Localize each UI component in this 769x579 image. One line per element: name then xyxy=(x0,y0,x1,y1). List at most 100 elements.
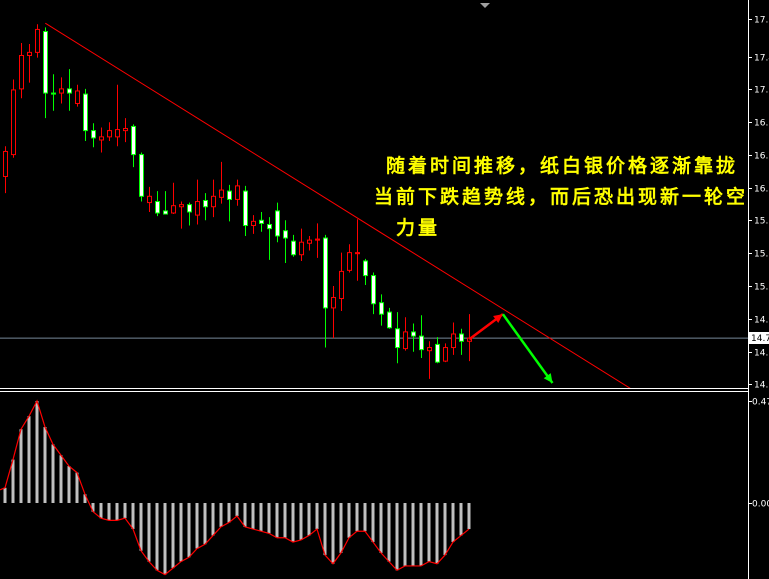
candle xyxy=(171,182,176,215)
current-price-box xyxy=(749,332,769,344)
histogram-bar xyxy=(67,466,71,503)
histogram-bar xyxy=(435,503,439,564)
histogram-bar xyxy=(235,503,239,517)
candle-body xyxy=(51,92,56,95)
candle xyxy=(211,179,216,218)
candle-body xyxy=(307,239,312,244)
histogram-bar xyxy=(371,503,375,543)
candle-body xyxy=(3,150,8,177)
candle xyxy=(371,272,376,315)
price-tick-label: 14.6 xyxy=(754,349,769,359)
candle-body xyxy=(187,204,192,213)
price-tick-label: 17.7 xyxy=(754,16,769,26)
candle xyxy=(443,343,448,363)
price-tick-label: 15.8 xyxy=(754,217,769,227)
candle-body xyxy=(291,240,296,256)
histogram-bar xyxy=(427,503,431,562)
histogram-bar xyxy=(387,503,391,562)
histogram-bar xyxy=(59,455,63,503)
candle xyxy=(11,79,16,158)
price-tick-label: 16.2 xyxy=(754,185,769,195)
candle-body xyxy=(347,252,352,271)
histogram-bar xyxy=(259,503,263,532)
histogram-bar xyxy=(331,503,335,564)
histogram-bar xyxy=(107,503,111,521)
price-tick-label: 17.1 xyxy=(754,86,769,96)
candle xyxy=(411,323,416,352)
candle-body xyxy=(299,241,304,256)
histogram-bar xyxy=(155,503,159,571)
histogram-bar xyxy=(163,503,167,575)
candle-body xyxy=(99,136,104,141)
candle-body xyxy=(123,128,128,132)
candle-body xyxy=(275,210,280,237)
candle xyxy=(147,186,152,212)
candle xyxy=(259,211,264,232)
candle-body xyxy=(355,252,360,255)
histogram-bar xyxy=(459,503,463,536)
histogram-bar xyxy=(363,503,367,532)
candle xyxy=(107,122,112,142)
candle-body xyxy=(411,331,416,337)
histogram-bar xyxy=(83,494,87,503)
chart-shift-marker-icon xyxy=(480,3,490,8)
histogram-bar xyxy=(43,427,47,503)
indicator-panel xyxy=(0,399,471,576)
candle-body xyxy=(67,88,72,94)
histogram-bar xyxy=(147,503,151,562)
histogram-bar xyxy=(11,459,15,503)
histogram-bar xyxy=(123,503,127,519)
candle xyxy=(219,161,224,204)
candle-body xyxy=(267,223,272,230)
histogram-bar xyxy=(51,444,55,503)
candle xyxy=(419,315,424,358)
candle-body xyxy=(363,260,368,277)
candle xyxy=(139,152,144,202)
candle xyxy=(195,179,200,225)
histogram-bar xyxy=(27,416,31,503)
histogram-bar xyxy=(355,503,359,532)
candle xyxy=(395,312,400,364)
candle-body xyxy=(379,302,384,315)
candle-body xyxy=(147,195,152,204)
candle-body xyxy=(83,93,88,132)
candle xyxy=(3,146,8,194)
candle xyxy=(179,201,184,229)
histogram-bar xyxy=(467,503,471,530)
histogram-bar xyxy=(299,503,303,540)
histogram-bar xyxy=(35,401,39,503)
price-tick-label: 15.2 xyxy=(754,283,769,293)
annotation-clip: 随着时间推移，纸白银价格逐渐靠拢 当前下跌趋势线，而后恐出现新一轮空头 力量 xyxy=(374,155,748,239)
indicator-tick-label: 0.47 xyxy=(752,398,769,408)
candle xyxy=(131,124,136,168)
candle xyxy=(323,234,328,348)
histogram-bar xyxy=(3,487,7,503)
candle xyxy=(59,77,64,104)
histogram-bar xyxy=(267,503,271,534)
candle-body xyxy=(163,210,168,215)
green-down-arrow xyxy=(501,313,554,384)
candle-body xyxy=(419,335,424,351)
price-tick-label: 16.5 xyxy=(754,152,769,162)
candle xyxy=(43,27,48,119)
candle-body xyxy=(251,220,256,227)
histogram-bar xyxy=(139,503,143,551)
candle-body xyxy=(219,189,224,198)
candle xyxy=(427,341,432,379)
candle xyxy=(459,328,464,355)
candle xyxy=(163,191,168,215)
candle xyxy=(299,228,304,261)
candle xyxy=(435,337,440,364)
candle-body xyxy=(331,296,336,309)
candle xyxy=(27,44,32,83)
histogram-bar xyxy=(251,503,255,530)
histogram-bar xyxy=(75,472,79,503)
candle xyxy=(291,234,296,257)
annotation-line-2: 当前下跌趋势线，而后恐出现新一轮空头 xyxy=(374,186,748,208)
candle xyxy=(363,258,368,285)
candle-body xyxy=(139,154,144,197)
candle-body xyxy=(27,51,32,57)
candle-body xyxy=(11,89,16,156)
